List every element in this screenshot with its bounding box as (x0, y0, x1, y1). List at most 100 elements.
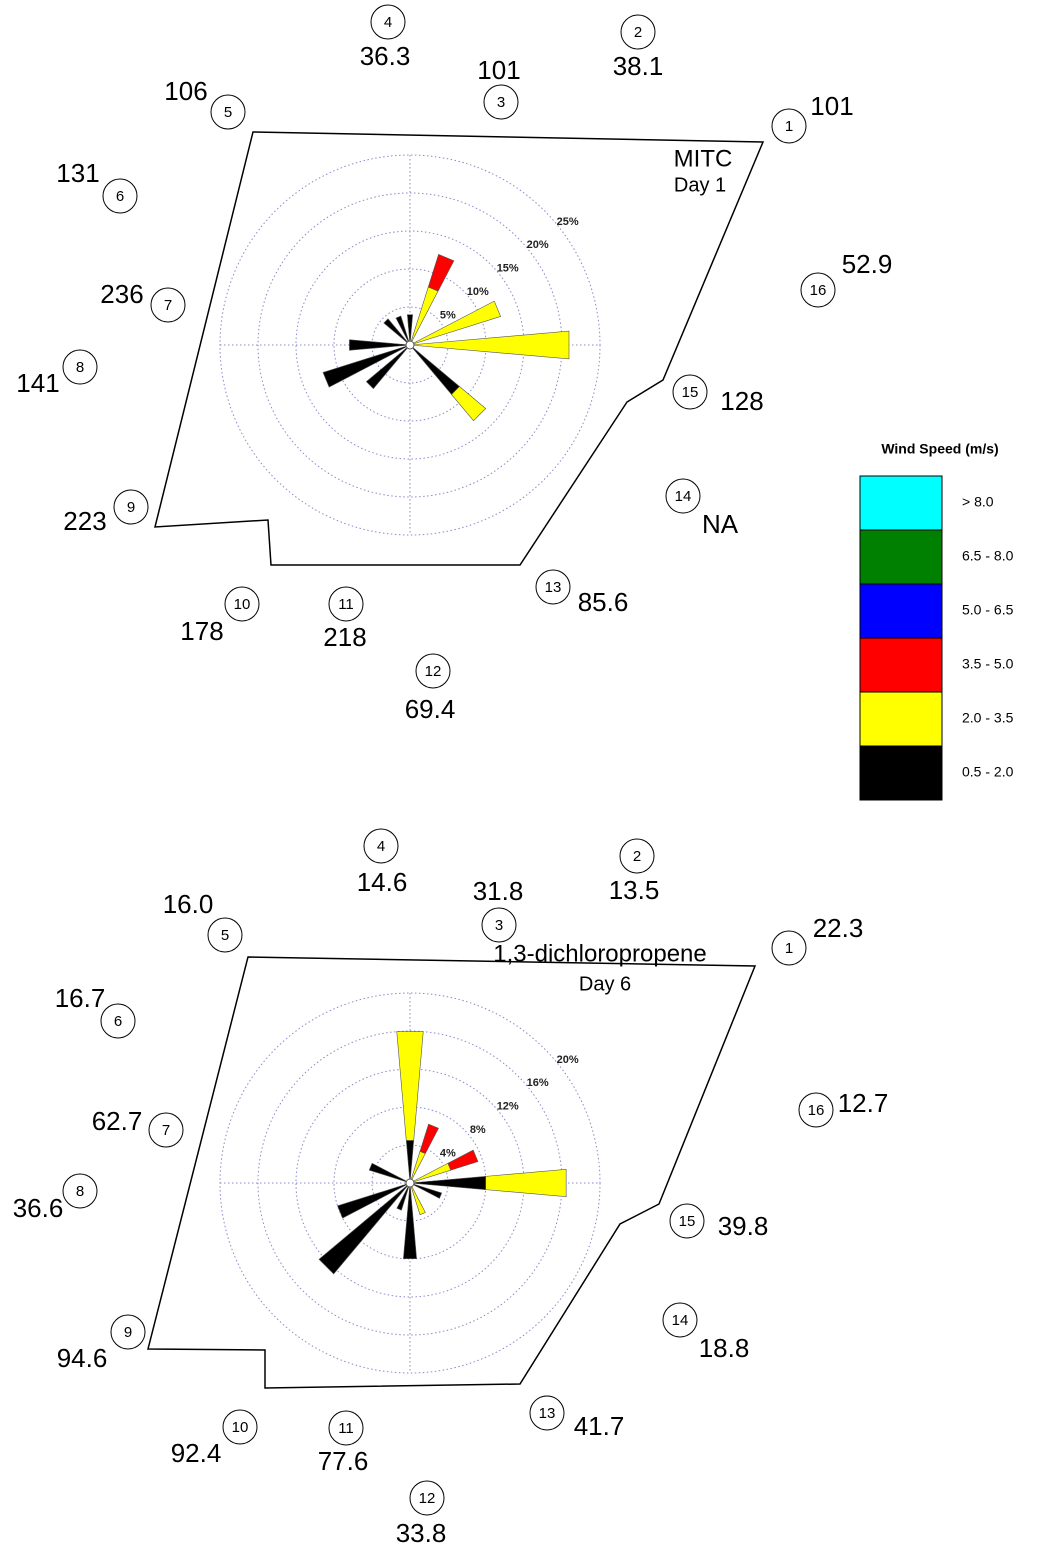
station-value: 218 (323, 622, 366, 652)
ring-label: 16% (527, 1077, 549, 1089)
panel-title: Day 6 (579, 973, 631, 995)
station-id: 11 (338, 596, 354, 613)
legend-title: Wind Speed (m/s) (881, 441, 998, 457)
petal-segment (337, 1182, 411, 1219)
station-marker (150, 287, 186, 323)
station-id: 12 (425, 663, 442, 680)
petal-segment (427, 253, 455, 292)
legend-swatch (859, 745, 943, 801)
panel-title: 1,3-dichloropropene (493, 940, 706, 967)
station-id: 4 (377, 838, 385, 855)
station-value: 106 (164, 76, 207, 106)
station-value: 85.6 (578, 587, 629, 617)
station-value: 36.3 (360, 41, 411, 71)
petal-segment (409, 1182, 426, 1216)
station-id: 11 (338, 1420, 354, 1437)
station-value: 39.8 (718, 1211, 769, 1241)
petal-segment (349, 339, 411, 351)
station-marker (529, 1395, 565, 1431)
station-marker (363, 828, 399, 864)
petal-segment (365, 344, 411, 390)
station-marker (409, 1480, 445, 1516)
station-value: 128 (720, 386, 763, 416)
station-marker (800, 272, 836, 308)
legend-swatch (859, 475, 943, 531)
station-marker (100, 1003, 136, 1039)
station-id: 1 (785, 940, 793, 957)
station-value: 101 (810, 91, 853, 121)
petal-segment (409, 330, 570, 360)
station-marker (210, 94, 246, 130)
petal-segment (318, 1182, 411, 1275)
station-marker (669, 1203, 705, 1239)
station-id: 8 (76, 1183, 84, 1200)
station-marker (62, 1173, 98, 1209)
station-value: 141 (16, 368, 59, 398)
station-marker (62, 349, 98, 385)
legend-swatch (859, 691, 943, 747)
petal-segment (485, 1169, 567, 1197)
station-id: 6 (116, 188, 124, 205)
ring-label: 4% (440, 1147, 456, 1159)
station-id: 3 (497, 94, 505, 111)
station-id: 9 (127, 499, 135, 516)
station-marker (328, 1410, 364, 1446)
station-value: 178 (180, 616, 223, 646)
station-value: 36.6 (13, 1193, 64, 1223)
station-id: 14 (672, 1312, 689, 1329)
ring-label: 25% (557, 216, 579, 228)
station-value: 12.7 (838, 1088, 889, 1118)
station-value: 13.5 (609, 875, 660, 905)
station-value: 236 (100, 279, 143, 309)
panel-title: Day 1 (674, 174, 726, 196)
station-id: 7 (164, 297, 172, 314)
station-marker (662, 1302, 698, 1338)
petal-segment (396, 1031, 424, 1141)
station-value: 33.8 (396, 1518, 447, 1548)
petal-segment (383, 318, 411, 346)
station-value: 38.1 (613, 51, 664, 81)
station-id: 14 (675, 488, 692, 505)
ring-label: 8% (470, 1124, 486, 1136)
station-marker (771, 930, 807, 966)
station-value: 69.4 (405, 694, 456, 724)
petal-segment (409, 344, 460, 395)
rose-center (405, 340, 415, 350)
station-marker (535, 569, 571, 605)
petal-segment (451, 386, 487, 422)
station-marker (798, 1092, 834, 1128)
legend-swatch (859, 637, 943, 693)
ring-label: 20% (527, 239, 549, 251)
station-value: 14.6 (357, 867, 408, 897)
petal-segment (419, 1123, 439, 1154)
station-marker (113, 489, 149, 525)
ring-label: 12% (497, 1101, 519, 1113)
station-marker (370, 4, 406, 40)
station-id: 15 (682, 384, 699, 401)
station-value: 223 (63, 506, 106, 536)
station-value: 94.6 (57, 1343, 108, 1373)
station-value: 77.6 (318, 1446, 369, 1476)
petal-segment (395, 315, 411, 346)
petal-segment (403, 1182, 417, 1260)
station-value: 31.8 (473, 876, 524, 906)
station-id: 15 (679, 1213, 696, 1230)
station-marker (771, 108, 807, 144)
station-id: 10 (234, 596, 251, 613)
station-marker (148, 1112, 184, 1148)
station-id: 8 (76, 359, 84, 376)
station-id: 4 (384, 14, 392, 31)
station-value: 101 (477, 55, 520, 85)
station-marker (620, 14, 656, 50)
station-id: 3 (495, 917, 503, 934)
petal-segment (368, 1162, 411, 1184)
station-marker (224, 586, 260, 622)
station-value: NA (702, 509, 739, 539)
legend-swatch (859, 529, 943, 585)
station-id: 12 (419, 1490, 436, 1507)
station-marker (207, 917, 243, 953)
station-id: 2 (634, 24, 642, 41)
petal-segment (322, 344, 411, 388)
station-value: 16.0 (163, 889, 214, 919)
